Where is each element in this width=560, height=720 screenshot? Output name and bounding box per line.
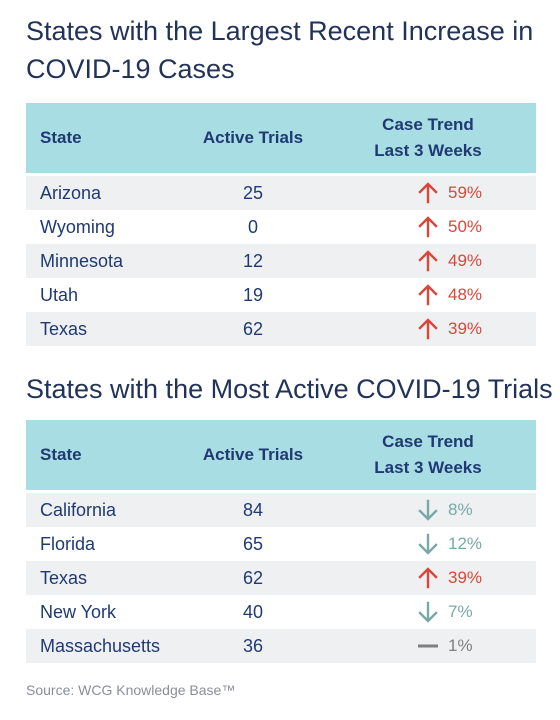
table-row: Utah 19 48% xyxy=(26,278,536,312)
case-trend: 49% xyxy=(418,244,482,278)
state-name: Arizona xyxy=(40,183,102,203)
arrow-up-icon xyxy=(418,250,438,272)
case-trend-value: 12% xyxy=(448,534,483,553)
table1-title: States with the Largest Recent Increase … xyxy=(26,16,534,84)
state-name: California xyxy=(40,500,117,520)
header-state: State xyxy=(40,445,82,464)
source-note: Source: WCG Knowledge Base™ xyxy=(26,682,236,698)
table-header: State Active Trials Case Trend Last 3 We… xyxy=(26,103,536,173)
header-case-trend-line1: Case Trend xyxy=(382,432,474,451)
cases-increase-table: State Active Trials Case Trend Last 3 We… xyxy=(26,103,536,346)
arrow-down-icon xyxy=(418,499,438,521)
case-trend: 7% xyxy=(418,595,473,629)
table-row: Florida 65 12% xyxy=(26,527,536,561)
active-trials-value: 62 xyxy=(242,568,264,588)
active-trials-value: 25 xyxy=(242,183,264,203)
table-row: California 84 8% xyxy=(26,493,536,527)
case-trend: 48% xyxy=(418,278,482,312)
header-case-trend-line1: Case Trend xyxy=(382,115,474,134)
case-trend-value: 49% xyxy=(448,251,483,270)
dash-icon xyxy=(418,644,438,648)
case-trend: 12% xyxy=(418,527,482,561)
table-body: Arizona 25 59% Wyoming 0 50% Minnesota 12 49% Uta… xyxy=(26,176,536,346)
active-trials-value: 12 xyxy=(242,251,264,271)
table-row: Texas 62 39% xyxy=(26,312,536,346)
table-header: State Active Trials Case Trend Last 3 We… xyxy=(26,420,536,490)
case-trend-value: 59% xyxy=(448,183,483,202)
case-trend-value: 50% xyxy=(448,217,483,236)
case-trend-value: 1% xyxy=(448,636,473,655)
case-trend-value: 48% xyxy=(448,285,483,304)
header-active-trials: Active Trials xyxy=(202,445,304,464)
header-state: State xyxy=(40,128,82,147)
table-row: Arizona 25 59% xyxy=(26,176,536,210)
state-name: Minnesota xyxy=(40,251,124,271)
arrow-up-icon xyxy=(418,216,438,238)
arrow-up-icon xyxy=(418,284,438,306)
state-name: Wyoming xyxy=(40,217,115,237)
table-row: Wyoming 0 50% xyxy=(26,210,536,244)
header-case-trend: Case Trend Last 3 Weeks xyxy=(358,429,498,481)
active-trials-value: 40 xyxy=(242,602,264,622)
case-trend: 39% xyxy=(418,561,482,595)
arrow-up-icon xyxy=(418,567,438,589)
active-trials-value: 62 xyxy=(242,319,264,339)
arrow-up-icon xyxy=(418,182,438,204)
case-trend: 59% xyxy=(418,176,482,210)
state-name: Massachusetts xyxy=(40,636,161,656)
active-trials-value: 36 xyxy=(242,636,264,656)
arrow-up-icon xyxy=(418,318,438,340)
table-row: New York 40 7% xyxy=(26,595,536,629)
header-case-trend-line2: Last 3 Weeks xyxy=(374,141,482,160)
table-row: Minnesota 12 49% xyxy=(26,244,536,278)
table-row: Massachusetts 36 1% xyxy=(26,629,536,663)
active-trials-value: 19 xyxy=(242,285,264,305)
state-name: Florida xyxy=(40,534,96,554)
state-name: New York xyxy=(40,602,117,622)
case-trend-value: 8% xyxy=(448,500,473,519)
arrow-down-icon xyxy=(418,601,438,623)
case-trend: 8% xyxy=(418,493,473,527)
case-trend: 50% xyxy=(418,210,482,244)
case-trend: 1% xyxy=(418,629,473,663)
active-trials-value: 65 xyxy=(242,534,264,554)
state-name: Texas xyxy=(40,319,88,339)
arrow-down-icon xyxy=(418,533,438,555)
case-trend-value: 39% xyxy=(448,568,483,587)
case-trend: 39% xyxy=(418,312,482,346)
header-case-trend: Case Trend Last 3 Weeks xyxy=(358,112,498,164)
header-case-trend-line2: Last 3 Weeks xyxy=(374,458,482,477)
case-trend-value: 7% xyxy=(448,602,473,621)
header-active-trials: Active Trials xyxy=(202,128,304,147)
table2-title: States with the Most Active COVID-19 Tri… xyxy=(26,374,553,404)
state-name: Texas xyxy=(40,568,88,588)
case-trend-value: 39% xyxy=(448,319,483,338)
table-row: Texas 62 39% xyxy=(26,561,536,595)
state-name: Utah xyxy=(40,285,79,305)
table-body: California 84 8% Florida 65 12% Texas 62 39% New … xyxy=(26,493,536,663)
active-trials-value: 84 xyxy=(242,500,264,520)
most-trials-table: State Active Trials Case Trend Last 3 We… xyxy=(26,420,536,663)
active-trials-value: 0 xyxy=(247,217,258,237)
